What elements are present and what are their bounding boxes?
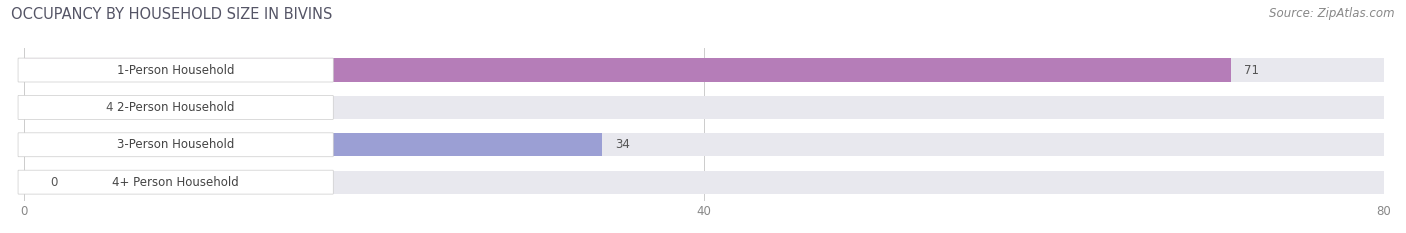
Text: 34: 34 xyxy=(616,138,630,151)
Text: 3-Person Household: 3-Person Household xyxy=(117,138,235,151)
Text: OCCUPANCY BY HOUSEHOLD SIZE IN BIVINS: OCCUPANCY BY HOUSEHOLD SIZE IN BIVINS xyxy=(11,7,333,22)
Bar xyxy=(24,58,1230,82)
Bar xyxy=(24,133,602,156)
Bar xyxy=(24,171,1384,194)
FancyBboxPatch shape xyxy=(18,133,333,157)
Text: 2-Person Household: 2-Person Household xyxy=(117,101,235,114)
Text: Source: ZipAtlas.com: Source: ZipAtlas.com xyxy=(1270,7,1395,20)
Text: 4+ Person Household: 4+ Person Household xyxy=(112,176,239,189)
Text: 1-Person Household: 1-Person Household xyxy=(117,64,235,77)
Bar xyxy=(24,58,1384,82)
FancyBboxPatch shape xyxy=(18,58,333,82)
Text: 4: 4 xyxy=(105,101,112,114)
Bar xyxy=(24,96,91,119)
Bar xyxy=(24,96,1384,119)
Text: 0: 0 xyxy=(51,176,58,189)
Bar xyxy=(24,171,37,194)
FancyBboxPatch shape xyxy=(18,96,333,119)
Bar xyxy=(24,133,1384,156)
FancyBboxPatch shape xyxy=(18,170,333,194)
Text: 71: 71 xyxy=(1244,64,1260,77)
